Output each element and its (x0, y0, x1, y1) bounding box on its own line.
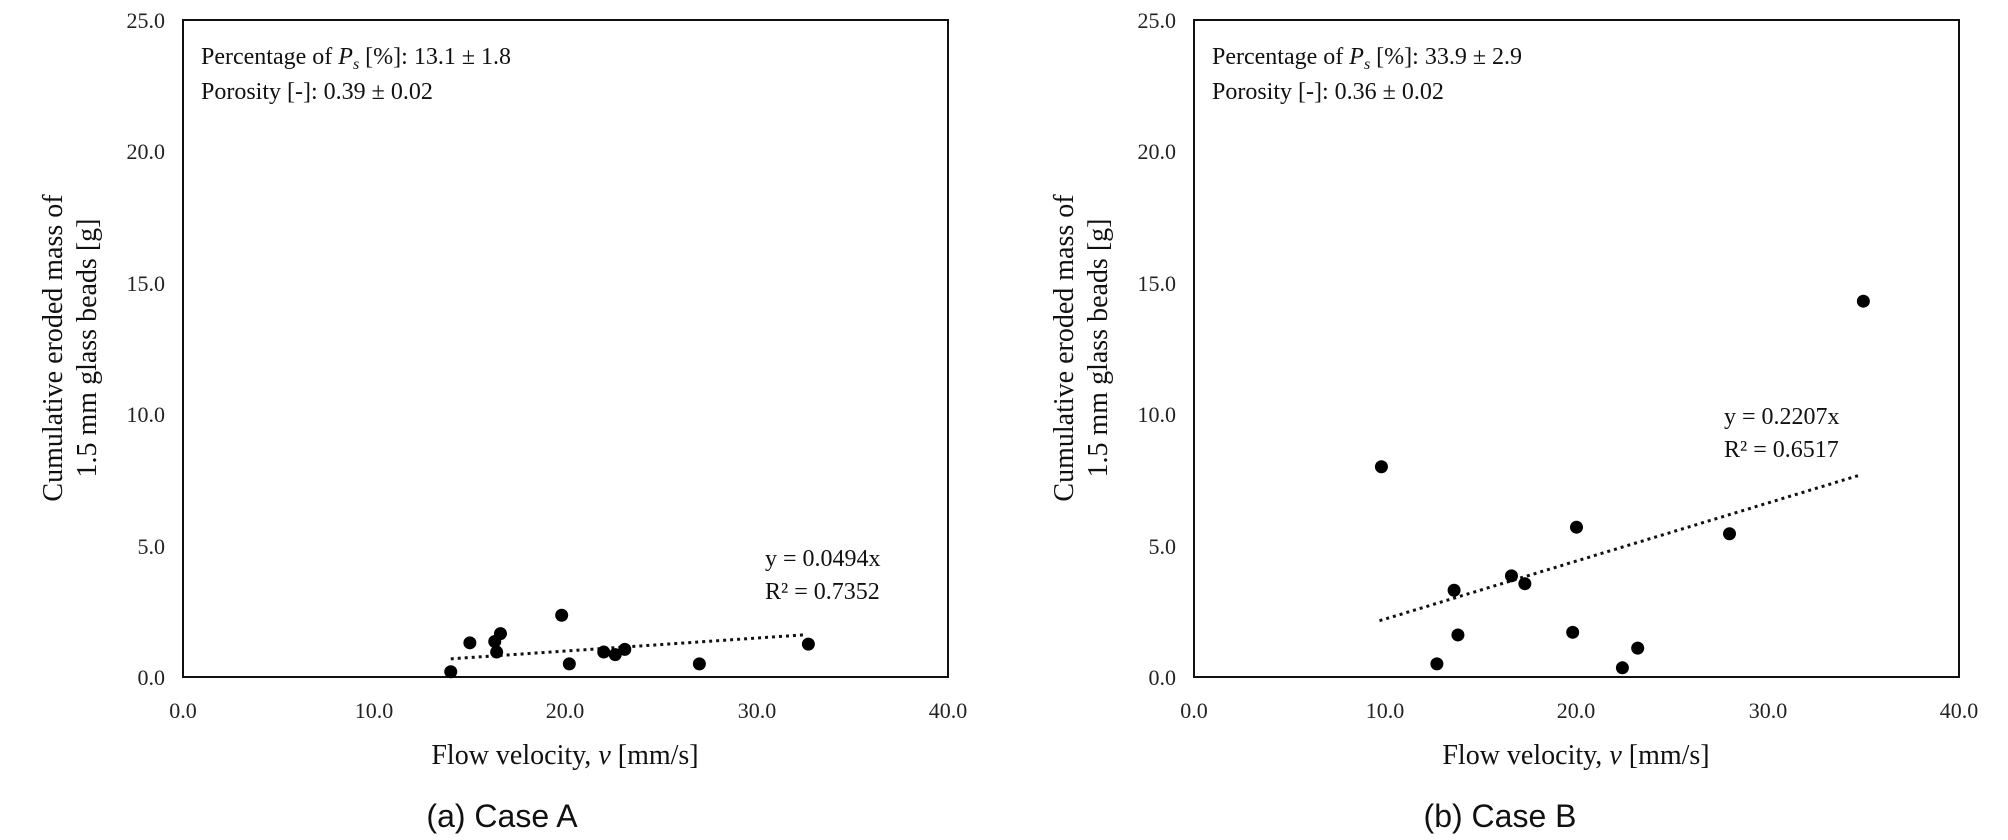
chart-b-caption: (b) Case B (1424, 798, 1577, 834)
chart-b: 0.0 5.0 10.0 15.0 20.0 25.0 0.0 10.0 20.… (1049, 8, 1978, 834)
chart-a-point-1 (463, 636, 477, 650)
chart-a-ytick-4: 20.0 (127, 139, 166, 164)
chart-a-ytick-1: 5.0 (138, 534, 166, 559)
chart-a-point-9 (618, 642, 632, 656)
chart-a-porosity-annotation: Porosity [-]: 0.39 ± 0.02 (201, 79, 433, 105)
chart-a-ytick-3: 15.0 (127, 271, 166, 296)
chart-a-ytick-0: 0.0 (138, 665, 166, 690)
chart-b-point-0 (1374, 460, 1388, 474)
chart-a-point-5 (555, 608, 569, 622)
chart-b-point-7 (1570, 520, 1583, 534)
chart-b-trendline (1379, 473, 1860, 623)
chart-b-point-1 (1430, 657, 1444, 671)
chart-b-trendline-equation: y = 0.2207x (1724, 404, 1840, 430)
chart-b-point-9 (1631, 641, 1645, 655)
chart-b-ytick-2: 10.0 (1138, 402, 1177, 427)
chart-b-point-4 (1504, 569, 1518, 583)
chart-a-point-7 (597, 645, 611, 659)
chart-b-point-8 (1615, 661, 1629, 675)
chart-b-point-6 (1566, 625, 1580, 639)
chart-b-plot-frame (1193, 19, 1960, 678)
chart-b-ytick-3: 15.0 (1138, 271, 1177, 296)
chart-b-point-11 (1856, 294, 1870, 308)
chart-b-ytick-0: 0.0 (1149, 665, 1177, 690)
chart-b-x-axis-label: Flow velocity, v [mm/s] (1442, 740, 1709, 771)
chart-a-trendline-equation: y = 0.0494x (765, 546, 881, 572)
chart-b-ytick-1: 5.0 (1149, 534, 1177, 559)
chart-b-point-10 (1723, 527, 1736, 541)
chart-a-y-axis-label-line2: 1.5 mm glass beads [g] (72, 219, 103, 478)
chart-a-ytick-5: 25.0 (127, 8, 166, 33)
chart-a-xtick-1: 10.0 (355, 698, 394, 723)
chart-b-point-5 (1518, 577, 1532, 591)
chart-a: 0.0 5.0 10.0 15.0 20.0 25.0 0.0 10.0 20.… (38, 8, 967, 834)
chart-b-y-axis-label-line1: Cumulative eroded mass of (1049, 194, 1080, 502)
chart-a-percentage-annotation: Percentage of Ps [%]: 13.1 ± 1.8 (201, 44, 511, 73)
chart-b-xtick-1: 10.0 (1366, 698, 1405, 723)
chart-b-percentage-annotation: Percentage of Ps [%]: 33.9 ± 2.9 (1212, 44, 1522, 73)
chart-a-xtick-0: 0.0 (169, 698, 197, 723)
chart-a-xtick-2: 20.0 (546, 698, 585, 723)
chart-b-xtick-0: 0.0 (1180, 698, 1208, 723)
chart-b-points (1374, 294, 1870, 675)
chart-a-y-axis-label-line1: Cumulative eroded mass of (38, 194, 69, 502)
chart-a-point-6 (562, 657, 576, 671)
chart-b-porosity-annotation: Porosity [-]: 0.36 ± 0.02 (1212, 79, 1444, 105)
chart-b-xtick-3: 30.0 (1749, 698, 1788, 723)
chart-a-point-8 (608, 648, 622, 662)
chart-a-point-0 (444, 665, 458, 679)
chart-b-point-3 (1451, 628, 1465, 642)
chart-b-xtick-2: 20.0 (1557, 698, 1596, 723)
chart-b-trendline-r2: R² = 0.6517 (1724, 437, 1839, 463)
chart-a-point-3 (490, 645, 504, 659)
chart-a-xtick-4: 40.0 (929, 698, 968, 723)
chart-b-y-axis-label-line2: 1.5 mm glass beads [g] (1083, 219, 1114, 478)
chart-b-ytick-5: 25.0 (1138, 8, 1177, 33)
chart-b-point-2 (1447, 583, 1461, 597)
chart-a-points (444, 608, 815, 679)
chart-a-plot-frame (182, 19, 949, 678)
chart-b-ytick-4: 20.0 (1138, 139, 1177, 164)
chart-a-point-4 (493, 627, 507, 641)
chart-a-ytick-2: 10.0 (127, 402, 166, 427)
chart-a-caption: (a) Case A (426, 798, 578, 834)
chart-a-x-axis-label: Flow velocity, v [mm/s] (431, 740, 698, 771)
chart-a-xtick-3: 30.0 (738, 698, 777, 723)
chart-b-xtick-4: 40.0 (1940, 698, 1979, 723)
chart-a-trendline-r2: R² = 0.7352 (765, 579, 880, 605)
chart-a-point-10 (692, 657, 706, 671)
chart-a-point-11 (801, 637, 815, 651)
